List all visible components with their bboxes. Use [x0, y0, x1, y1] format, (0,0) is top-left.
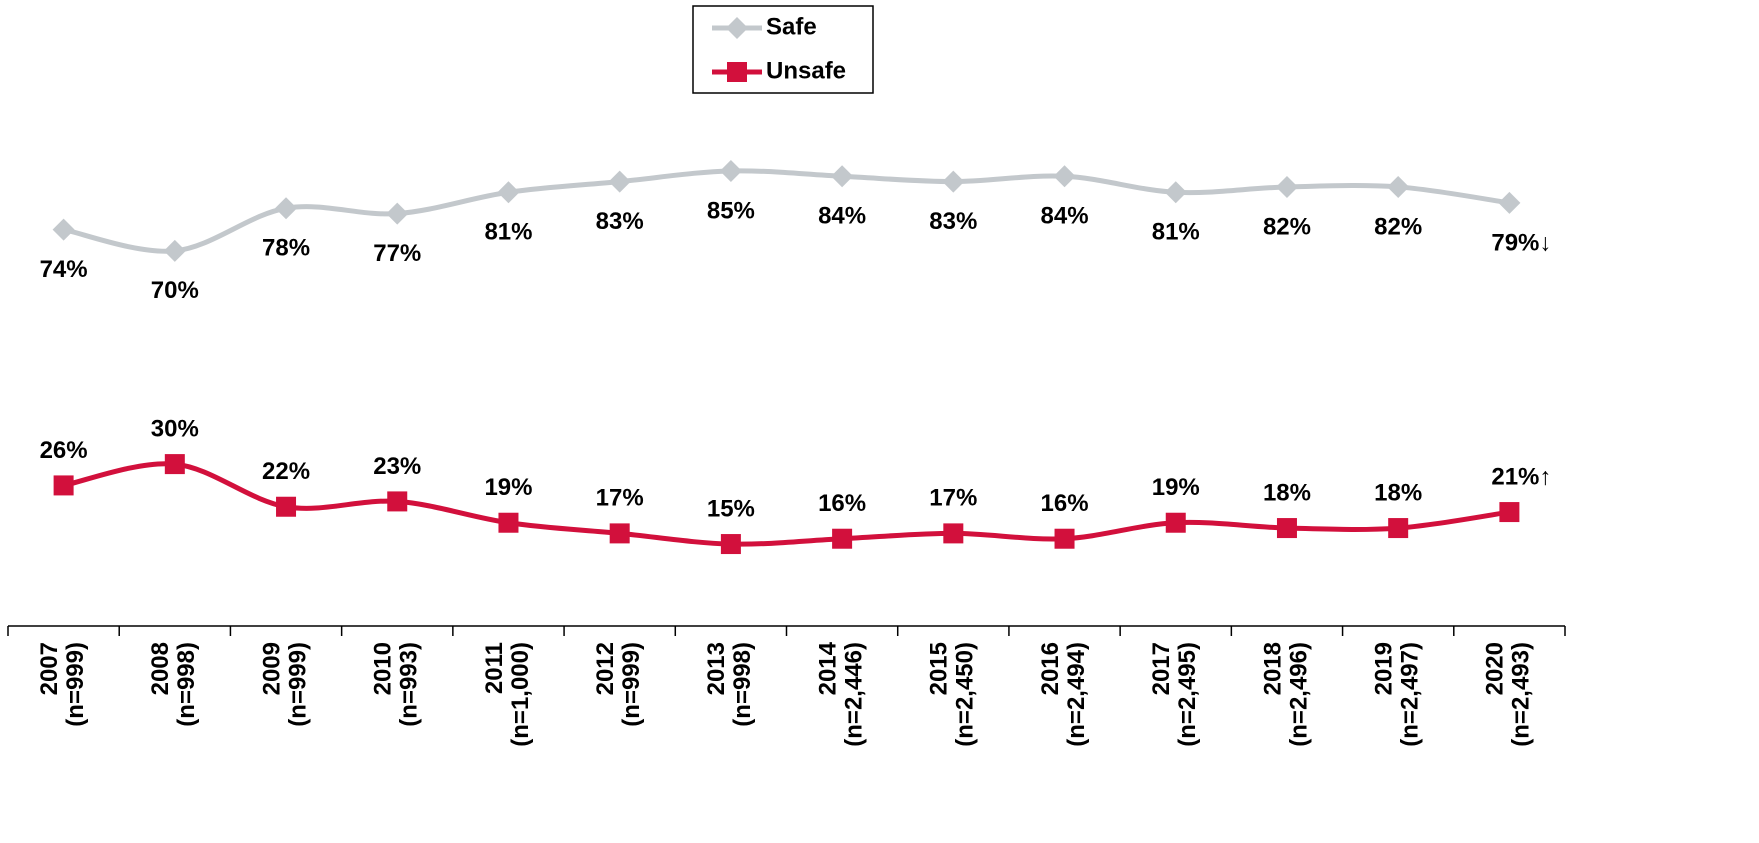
data-label: 15% [707, 495, 755, 522]
data-label: 70% [151, 277, 199, 304]
marker [1275, 175, 1298, 198]
x-tick-label: 2015 [926, 642, 953, 695]
x-tick-sublabel: (n=2,497) [1397, 642, 1424, 747]
marker [1054, 528, 1075, 549]
data-label: 82% [1374, 213, 1422, 240]
data-label: 83% [596, 208, 644, 235]
x-tick-sublabel: (n=998) [173, 642, 200, 727]
marker [1053, 165, 1076, 188]
x-tick-label: 2020 [1482, 642, 1509, 695]
data-label: 30% [151, 415, 199, 442]
legend-label: Unsafe [766, 57, 846, 84]
x-tick-sublabel: (n=993) [396, 642, 423, 727]
data-label: 82% [1263, 213, 1311, 240]
x-tick-label: 2017 [1148, 642, 1175, 695]
x-tick-sublabel: (n=999) [62, 642, 89, 727]
x-tick-sublabel: (n=2,496) [1285, 642, 1312, 747]
data-label: 84% [1041, 203, 1089, 230]
data-label: 83% [929, 208, 977, 235]
x-tick-label: 2016 [1037, 642, 1064, 695]
marker [498, 512, 519, 533]
marker [727, 62, 747, 82]
x-tick-label: 2013 [703, 642, 730, 695]
marker [164, 454, 185, 475]
x-tick-sublabel: (n=999) [284, 642, 311, 727]
marker [1387, 175, 1410, 198]
data-label: 16% [818, 490, 866, 517]
marker [53, 475, 74, 496]
x-tick-label: 2007 [36, 642, 63, 695]
data-label: 17% [929, 485, 977, 512]
marker [1499, 502, 1520, 523]
marker [608, 170, 631, 193]
marker [832, 528, 853, 549]
marker [1165, 512, 1186, 533]
marker [1388, 518, 1409, 539]
x-tick-label: 2010 [370, 642, 397, 695]
data-label: 23% [373, 453, 421, 480]
marker [276, 496, 297, 517]
data-label: 18% [1263, 479, 1311, 506]
data-label: 85% [707, 197, 755, 224]
data-label: 79%↓ [1491, 229, 1551, 256]
marker [163, 239, 186, 262]
data-label: 18% [1374, 479, 1422, 506]
marker [1276, 518, 1297, 539]
x-tick-sublabel: (n=2,493) [1508, 642, 1535, 747]
x-tick-sublabel: (n=1,000) [507, 642, 534, 747]
data-label: 21%↑ [1491, 463, 1551, 490]
marker [726, 17, 748, 39]
x-tick-sublabel: (n=2,495) [1174, 642, 1201, 747]
marker [609, 523, 630, 544]
x-tick-label: 2018 [1259, 642, 1286, 695]
x-tick-sublabel: (n=2,450) [952, 642, 979, 747]
legend-label: Safe [766, 13, 817, 40]
x-tick-label: 2011 [481, 642, 508, 694]
marker [387, 491, 408, 512]
data-label: 26% [40, 437, 88, 464]
marker [1164, 181, 1187, 204]
marker [719, 159, 742, 182]
data-label: 19% [1152, 474, 1200, 501]
x-tick-sublabel: (n=999) [618, 642, 645, 727]
x-tick-sublabel: (n=2,446) [840, 642, 867, 747]
marker [942, 170, 965, 193]
marker [275, 197, 298, 220]
data-label: 84% [818, 203, 866, 230]
x-tick-label: 2009 [258, 642, 285, 695]
marker [943, 523, 964, 544]
marker [720, 534, 741, 555]
marker [497, 181, 520, 204]
data-label: 16% [1041, 490, 1089, 517]
data-label: 77% [373, 240, 421, 267]
legend-box [692, 5, 874, 94]
data-label: 22% [262, 458, 310, 485]
x-tick-sublabel: (n=998) [729, 642, 756, 727]
x-tick-label: 2008 [147, 642, 174, 695]
data-label: 17% [596, 485, 644, 512]
marker [831, 165, 854, 188]
data-label: 78% [262, 235, 310, 262]
x-tick-label: 2012 [592, 642, 619, 695]
data-label: 74% [40, 256, 88, 283]
data-label: 81% [1152, 219, 1200, 246]
marker [386, 202, 409, 225]
x-tick-label: 2014 [814, 641, 841, 695]
marker [52, 218, 75, 241]
x-tick-label: 2019 [1371, 642, 1398, 695]
data-label: 19% [484, 474, 532, 501]
marker [1498, 191, 1521, 214]
data-label: 81% [484, 219, 532, 246]
x-tick-sublabel: (n=2,494) [1063, 642, 1090, 747]
